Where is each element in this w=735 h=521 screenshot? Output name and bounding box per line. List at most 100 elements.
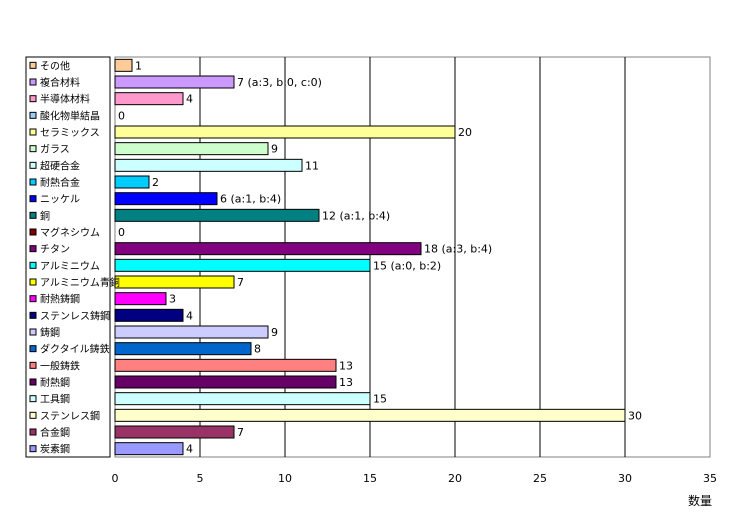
bar [114,75,235,89]
data-label: 15 [373,393,387,406]
legend-swatch [29,428,37,436]
bar [114,442,184,456]
x-tick-label: 10 [278,472,292,485]
legend-label: チタン [40,244,70,256]
legend-swatch [29,228,37,236]
data-label: 15 (a:0, b:2) [373,259,441,272]
data-label: 13 [339,376,353,389]
legend-label: 一般鋳鉄 [40,359,80,372]
legend-swatch [29,395,37,403]
legend-label: 超硬合金 [40,159,80,172]
data-label: 9 [271,326,278,339]
x-tick-label: 25 [533,472,547,485]
x-tick-label: 35 [703,472,717,485]
legend-label: ニッケル [40,194,80,206]
bar [114,275,235,289]
legend-items: その他複合材料半導体材料酸化物単結晶セラミックスガラス超硬合金耐熱合金ニッケル銅… [29,59,120,456]
data-label: 9 [271,143,278,156]
legend-label: アルミニウム [40,260,100,272]
legend-label: 炭素鋼 [40,443,70,456]
legend-swatch [29,111,37,119]
legend-label: マグネシウム [40,226,100,239]
bar [114,342,252,356]
bar [114,125,456,139]
legend-swatch [29,161,37,169]
legend-label: ステンレス鋼 [40,409,100,422]
legend-swatch [29,445,37,453]
data-label: 7 [237,276,244,289]
legend-swatch [29,278,37,286]
legend-swatch [29,195,37,203]
legend-swatch [29,261,37,269]
data-label: 8 [254,343,261,356]
legend-label: 耐熱鋼 [40,376,70,389]
legend-label: セラミックス [40,127,100,139]
data-label: 0 [118,226,125,239]
legend-swatch [29,211,37,219]
legend-swatch [29,328,37,336]
data-label: 3 [169,293,176,306]
legend-label: 合金鋼 [40,426,70,439]
bar [114,392,371,406]
bar [114,408,626,422]
data-label: 1 [135,59,142,72]
legend-swatch [29,145,37,153]
data-labels: 1 7 (a:3, b:0, c:0) 4 0 20 9 11 2 6 (a:1, b:4) 12… [118,59,642,455]
legend-swatch [29,95,37,103]
legend-swatch [29,128,37,136]
bar [114,158,303,172]
legend-label: 半導体材料 [40,93,90,106]
bar [114,292,167,306]
data-label: 4 [186,309,193,322]
legend-swatch [29,411,37,419]
x-tick-label: 5 [197,472,204,485]
bar [114,358,337,372]
legend-swatch [29,61,37,69]
data-label: 0 [118,109,125,122]
bar [114,192,218,206]
legend-swatch [29,178,37,186]
bar [114,375,337,389]
bar [114,258,371,272]
bar [114,92,184,106]
data-label: 11 [305,159,319,172]
x-tick-label: 30 [618,472,632,485]
data-label: 2 [152,176,159,189]
gridlines [199,57,626,457]
legend-label: アルミニウム青銅 [40,276,120,289]
legend-label: 耐熱鋳鋼 [40,293,80,306]
x-tick-label: 15 [363,472,377,485]
legend-label: 鋳鋼 [40,326,60,339]
data-label: 4 [186,443,193,456]
legend-label: 耐熱合金 [40,176,80,189]
plot-area [114,56,711,458]
bar [114,308,184,322]
legend-label: 銅 [40,209,50,222]
x-tick-label: 0 [112,472,119,485]
bar [114,208,320,222]
legend-label: 酸化物単結晶 [40,109,100,122]
bar [114,425,235,439]
legend-label: ダクタイル鋳鉄 [40,343,110,356]
bars [114,58,626,456]
x-axis-ticks: 0 5 10 15 20 25 30 35 [112,472,718,485]
legend-label: 工具鋼 [40,393,70,406]
bar [114,242,422,256]
x-tick-label: 20 [448,472,462,485]
legend-swatch [29,311,37,319]
data-label: 12 (a:1, b:4) [322,209,390,222]
data-label: 4 [186,93,193,106]
x-axis-title: 数量 [688,493,712,508]
legend-label: その他 [40,59,70,72]
data-label: 7 [237,426,244,439]
data-label: 6 (a:1, b:4) [220,193,281,206]
data-label: 20 [458,126,472,139]
legend-box [25,56,111,458]
legend-label: 複合材料 [40,76,80,89]
legend-swatch [29,295,37,303]
data-label: 13 [339,359,353,372]
data-label: 18 (a:3, b:4) [424,243,492,256]
legend-label: ステンレス鋳鋼 [40,309,110,322]
data-label: 7 (a:3, b:0, c:0) [237,76,322,89]
